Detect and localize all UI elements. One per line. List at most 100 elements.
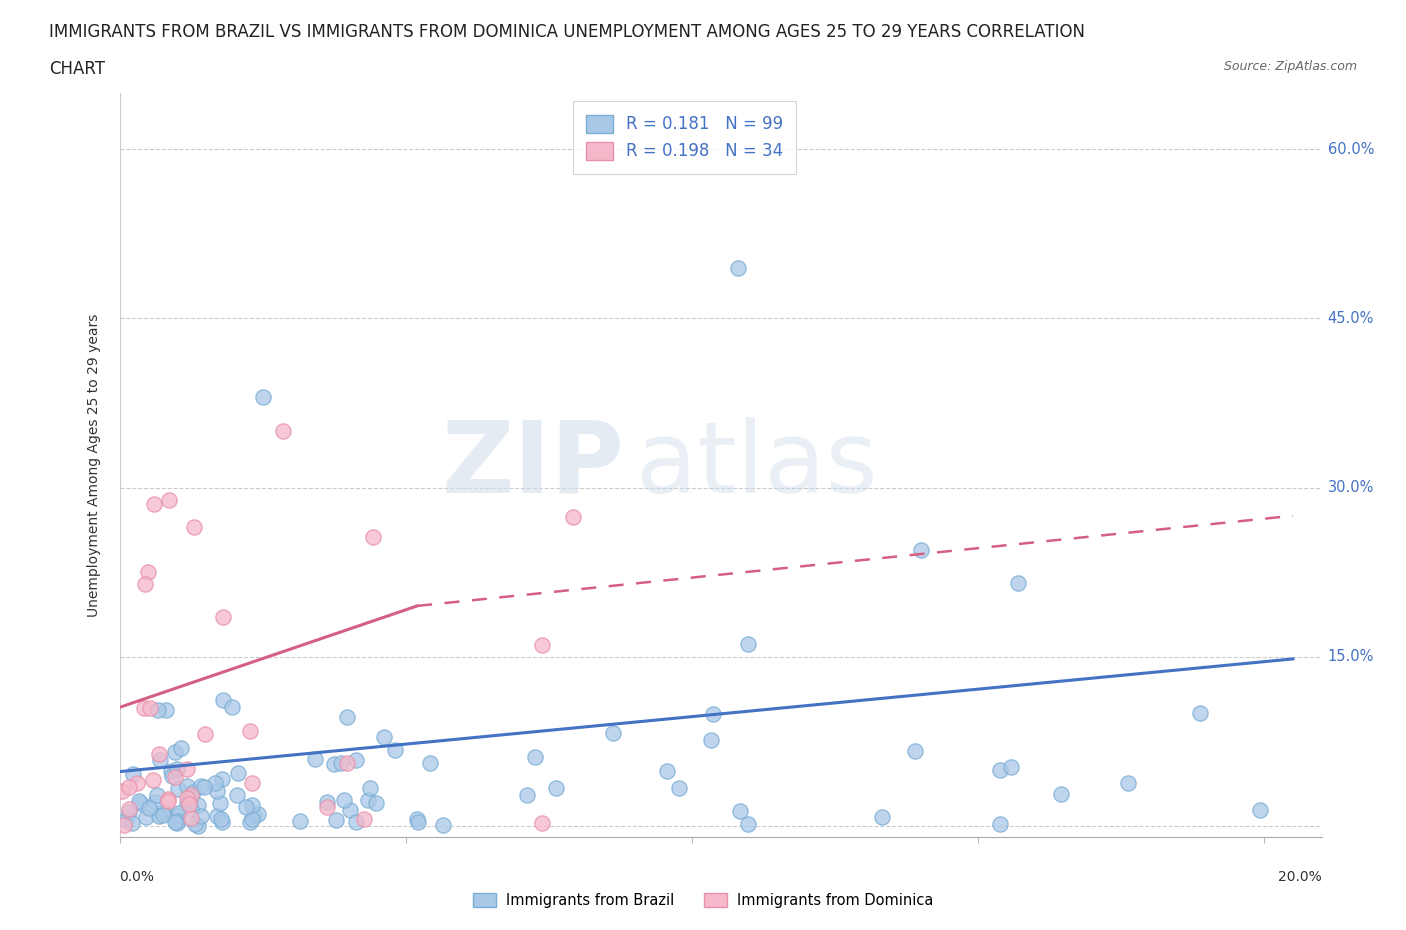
Point [138, 801, 160, 816]
Point [121, 816, 143, 830]
Point [988, 817, 1011, 831]
Point [271, 424, 294, 439]
Point [221, 700, 243, 715]
Point [1249, 803, 1271, 817]
Point [193, 779, 215, 794]
Point [211, 610, 233, 625]
Point [668, 781, 690, 796]
Point [373, 730, 395, 745]
Point [602, 726, 624, 741]
Point [163, 744, 186, 759]
Point [212, 693, 235, 708]
Point [209, 796, 232, 811]
Point [157, 492, 180, 507]
Point [152, 804, 174, 819]
Legend: R = 0.181   N = 99, R = 0.198   N = 34: R = 0.181 N = 99, R = 0.198 N = 34 [572, 101, 796, 174]
Point [152, 808, 174, 823]
Point [111, 784, 134, 799]
Point [118, 804, 141, 819]
Point [727, 260, 749, 275]
Point [700, 733, 723, 748]
Point [204, 776, 226, 790]
Point [1049, 786, 1071, 801]
Point [329, 756, 352, 771]
Point [127, 776, 149, 790]
Point [157, 794, 180, 809]
Point [333, 792, 356, 807]
Point [160, 768, 183, 783]
Point [315, 794, 337, 809]
Point [121, 766, 143, 781]
Point [165, 807, 187, 822]
Point [406, 815, 429, 830]
Point [149, 753, 172, 768]
Point [176, 790, 198, 805]
Point [304, 751, 326, 766]
Point [194, 726, 217, 741]
Text: CHART: CHART [49, 60, 105, 78]
Point [1000, 759, 1022, 774]
Point [364, 795, 387, 810]
Point [115, 813, 138, 828]
Point [359, 780, 381, 795]
Point [246, 806, 269, 821]
Point [561, 510, 583, 525]
Point [240, 798, 263, 813]
Point [118, 779, 141, 794]
Point [190, 779, 212, 794]
Point [316, 799, 339, 814]
Point [737, 636, 759, 651]
Point [170, 740, 193, 755]
Point [344, 753, 367, 768]
Point [165, 815, 187, 830]
Point [325, 812, 347, 827]
Point [910, 542, 932, 557]
Point [1118, 776, 1140, 790]
Point [288, 813, 311, 828]
Point [531, 816, 554, 830]
Point [904, 744, 927, 759]
Point [235, 800, 257, 815]
Point [136, 565, 159, 579]
Point [702, 707, 724, 722]
Point [353, 812, 375, 827]
Point [135, 810, 157, 825]
Point [146, 788, 169, 803]
Point [176, 778, 198, 793]
Point [180, 811, 202, 826]
Point [419, 755, 441, 770]
Point [207, 784, 229, 799]
Point [363, 529, 385, 544]
Point [226, 788, 249, 803]
Point [176, 795, 198, 810]
Text: ZIP: ZIP [441, 417, 624, 513]
Point [134, 577, 156, 591]
Point [336, 755, 359, 770]
Text: Source: ZipAtlas.com: Source: ZipAtlas.com [1223, 60, 1357, 73]
Point [159, 764, 181, 778]
Point [243, 807, 266, 822]
Point [181, 785, 204, 800]
Point [524, 750, 547, 764]
Point [143, 795, 166, 810]
Point [870, 809, 893, 824]
Point [163, 770, 186, 785]
Legend: Immigrants from Brazil, Immigrants from Dominica: Immigrants from Brazil, Immigrants from … [467, 886, 939, 913]
Point [240, 812, 263, 827]
Point [211, 772, 233, 787]
Point [180, 802, 202, 817]
Point [252, 390, 274, 405]
Point [176, 762, 198, 777]
Point [737, 816, 759, 830]
Point [1189, 705, 1212, 720]
Point [239, 815, 262, 830]
Point [187, 798, 209, 813]
Point [530, 637, 553, 652]
Point [157, 792, 180, 807]
Point [240, 776, 263, 790]
Text: 45.0%: 45.0% [1327, 311, 1374, 325]
Point [155, 702, 177, 717]
Point [114, 817, 136, 832]
Point [988, 763, 1011, 777]
Point [357, 792, 380, 807]
